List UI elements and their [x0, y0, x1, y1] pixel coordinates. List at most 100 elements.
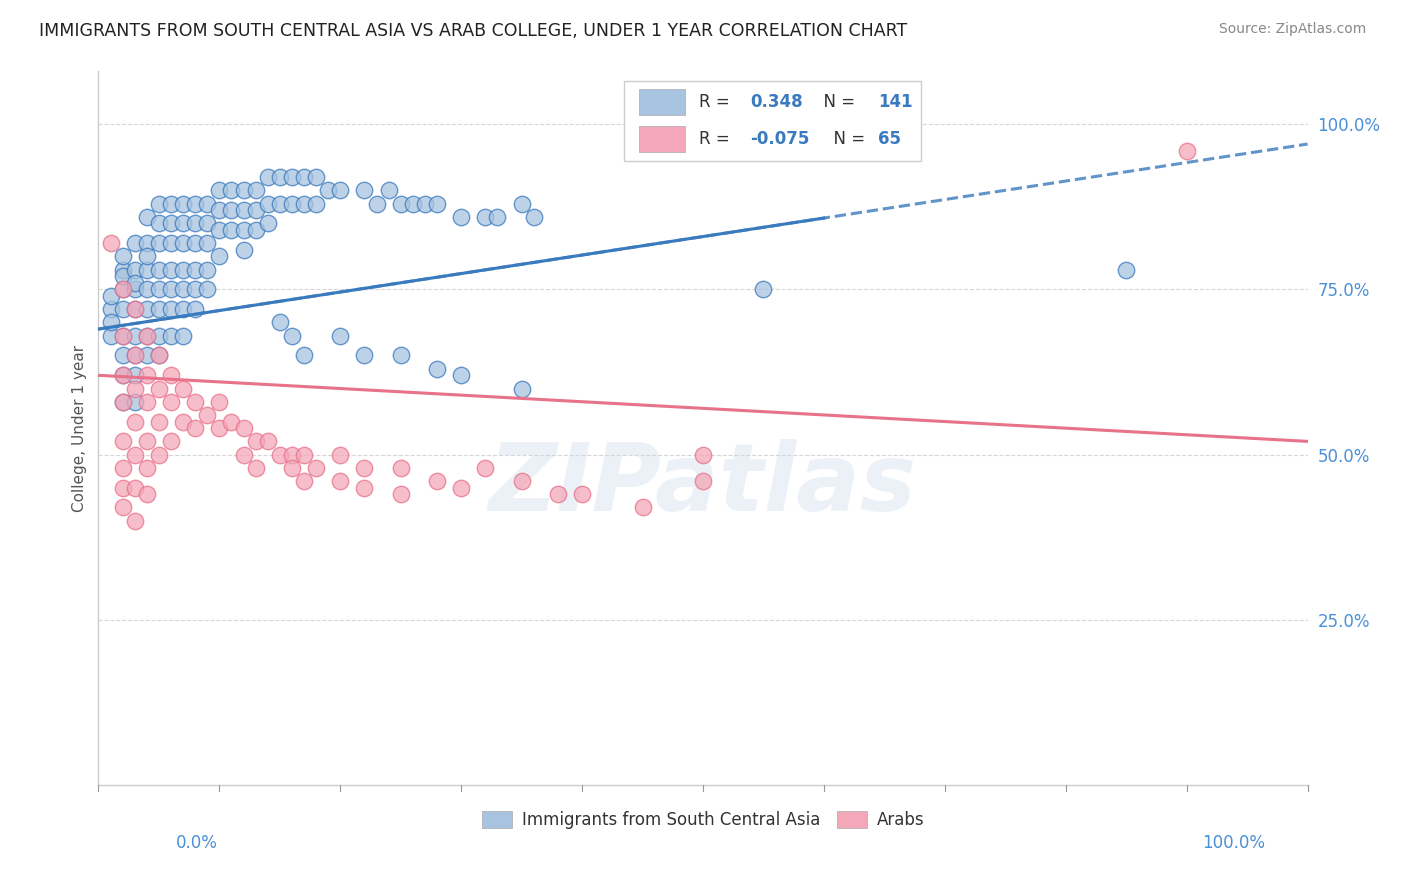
Point: [111, 328, 134, 343]
Y-axis label: College, Under 1 year: College, Under 1 year: [72, 344, 87, 512]
Point: [124, 368, 146, 383]
Point: [135, 328, 157, 343]
Point: [426, 474, 449, 488]
Point: [184, 421, 207, 435]
Point: [195, 236, 218, 251]
Point: [510, 474, 533, 488]
Text: Source: ZipAtlas.com: Source: ZipAtlas.com: [1219, 22, 1367, 37]
Point: [124, 282, 146, 296]
Point: [172, 236, 194, 251]
Point: [135, 368, 157, 383]
Point: [426, 196, 449, 211]
Point: [184, 236, 207, 251]
Point: [160, 302, 183, 317]
Point: [160, 282, 183, 296]
Point: [160, 328, 183, 343]
Point: [510, 196, 533, 211]
Point: [389, 460, 412, 475]
Text: N =: N =: [823, 130, 870, 148]
Point: [160, 236, 183, 251]
Point: [100, 328, 122, 343]
Point: [232, 421, 254, 435]
Point: [124, 394, 146, 409]
Point: [221, 203, 243, 218]
Point: [256, 216, 278, 230]
Point: [172, 216, 194, 230]
Point: [160, 216, 183, 230]
Point: [571, 487, 593, 501]
Point: [292, 448, 315, 462]
Point: [124, 481, 146, 495]
Point: [281, 328, 304, 343]
Point: [208, 203, 231, 218]
Point: [208, 223, 231, 237]
Point: [111, 349, 134, 363]
Point: [256, 434, 278, 449]
Point: [184, 302, 207, 317]
Point: [111, 394, 134, 409]
Point: [450, 368, 472, 383]
Text: IMMIGRANTS FROM SOUTH CENTRAL ASIA VS ARAB COLLEGE, UNDER 1 YEAR CORRELATION CHA: IMMIGRANTS FROM SOUTH CENTRAL ASIA VS AR…: [39, 22, 908, 40]
Point: [111, 302, 134, 317]
Point: [413, 196, 436, 211]
Point: [184, 262, 207, 277]
Point: [111, 368, 134, 383]
Point: [329, 448, 352, 462]
Point: [232, 448, 254, 462]
Point: [100, 289, 122, 303]
Point: [195, 196, 218, 211]
Text: ZIPatlas: ZIPatlas: [489, 439, 917, 532]
Point: [148, 382, 170, 396]
Point: [160, 368, 183, 383]
Point: [135, 302, 157, 317]
Point: [329, 183, 352, 197]
Point: [124, 349, 146, 363]
Point: [184, 196, 207, 211]
Point: [486, 210, 509, 224]
Point: [353, 349, 375, 363]
Point: [135, 328, 157, 343]
Point: [245, 183, 267, 197]
Point: [221, 183, 243, 197]
FancyBboxPatch shape: [624, 80, 921, 161]
Point: [148, 236, 170, 251]
Point: [124, 349, 146, 363]
Text: R =: R =: [699, 94, 735, 112]
Point: [305, 170, 328, 185]
Point: [269, 196, 291, 211]
Point: [523, 210, 546, 224]
Text: -0.075: -0.075: [751, 130, 810, 148]
Point: [292, 196, 315, 211]
Point: [208, 421, 231, 435]
Point: [111, 394, 134, 409]
Point: [366, 196, 388, 211]
Point: [172, 302, 194, 317]
Point: [221, 415, 243, 429]
Point: [111, 282, 134, 296]
Point: [135, 236, 157, 251]
Text: 65: 65: [879, 130, 901, 148]
Point: [148, 415, 170, 429]
Point: [292, 349, 315, 363]
Point: [111, 262, 134, 277]
Point: [135, 394, 157, 409]
Legend: Immigrants from South Central Asia, Arabs: Immigrants from South Central Asia, Arab…: [474, 803, 932, 838]
Point: [148, 349, 170, 363]
Point: [100, 302, 122, 317]
Point: [111, 269, 134, 284]
Point: [160, 196, 183, 211]
Point: [208, 249, 231, 263]
Point: [353, 460, 375, 475]
Point: [269, 170, 291, 185]
Point: [389, 487, 412, 501]
Point: [450, 481, 472, 495]
Point: [100, 236, 122, 251]
Point: [124, 415, 146, 429]
Point: [353, 481, 375, 495]
Point: [111, 460, 134, 475]
Point: [195, 282, 218, 296]
Point: [184, 216, 207, 230]
Point: [111, 481, 134, 495]
Point: [292, 170, 315, 185]
Point: [111, 500, 134, 515]
